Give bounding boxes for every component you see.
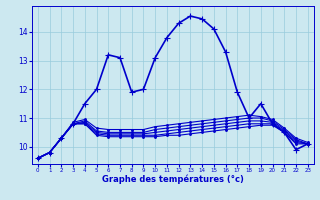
X-axis label: Graphe des températures (°c): Graphe des températures (°c) [102,175,244,184]
